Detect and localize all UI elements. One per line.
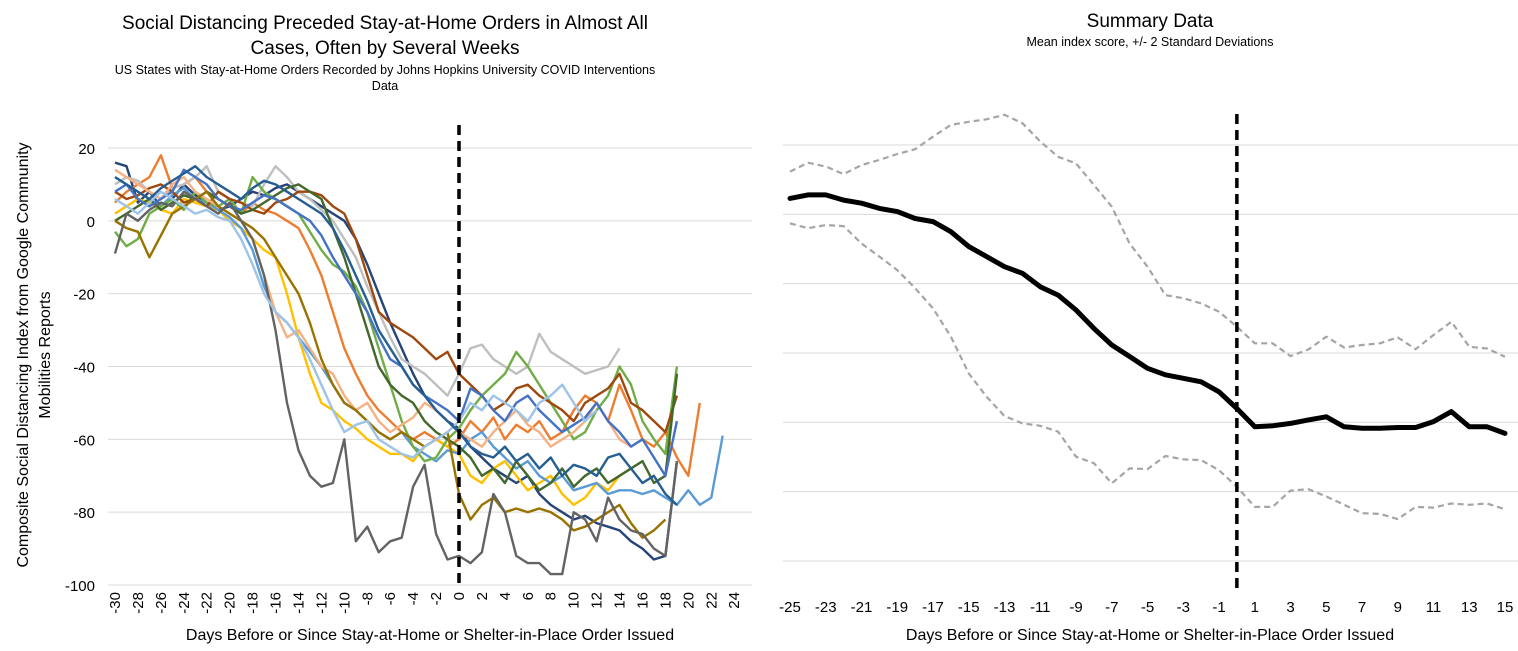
- upper-2sd-series-line: [789, 113, 1506, 358]
- left-y-tick-label: 0: [87, 214, 95, 231]
- right-x-tick-label: -3: [1177, 599, 1190, 616]
- right-x-tick-label: -7: [1105, 599, 1118, 616]
- left-x-tick-label: -30: [107, 592, 124, 614]
- left-x-tick-label: -10: [336, 592, 353, 614]
- right-x-tick-label: -15: [958, 599, 980, 616]
- left-x-tick-label: 24: [726, 592, 743, 609]
- right-x-tick-label: -23: [815, 599, 837, 616]
- left-x-tick-label: -14: [290, 592, 307, 614]
- left-x-tick-label: -8: [359, 592, 376, 605]
- left-chart: Social Distancing Preceded Stay-at-Home …: [15, 13, 752, 644]
- left-x-tick-label: 18: [657, 592, 674, 609]
- left-x-tick-label: -18: [245, 592, 262, 614]
- left-x-tick-label: -28: [130, 592, 147, 614]
- left-x-tick-label: -22: [199, 592, 216, 614]
- state-series-line-10: [114, 168, 679, 477]
- left-y-tick-label: 20: [78, 141, 95, 158]
- left-x-tick-label: 10: [566, 592, 583, 609]
- right-x-tick-label: 11: [1426, 599, 1442, 616]
- left-y-tick-label: -100: [65, 578, 95, 595]
- right-chart-title: Summary Data: [1087, 11, 1214, 32]
- state-series-line-6: [114, 175, 679, 463]
- left-chart-subtitle: US States with Stay-at-Home Orders Recor…: [115, 63, 656, 77]
- left-y-axis-label: Composite Social Distancing Index from G…: [15, 142, 32, 567]
- right-x-tick-label: 5: [1322, 599, 1330, 616]
- left-x-tick-label: 22: [703, 592, 720, 609]
- right-x-tick-label: 1: [1251, 599, 1259, 616]
- left-x-axis-label: Days Before or Since Stay-at-Home or She…: [186, 627, 674, 644]
- right-x-tick-label: 7: [1358, 599, 1366, 616]
- left-chart-title-line2: Cases, Often by Several Weeks: [251, 38, 520, 59]
- state-series-line-3: [114, 164, 621, 397]
- state-series-line-11: [114, 190, 667, 539]
- left-x-tick-label: -24: [176, 592, 193, 614]
- right-x-tick-label: 13: [1461, 599, 1478, 616]
- right-x-tick-label: 15: [1497, 599, 1514, 616]
- right-x-tick-label: 9: [1394, 599, 1402, 616]
- left-x-tick-label: -6: [382, 592, 399, 605]
- left-y-tick-label: -40: [73, 360, 95, 377]
- left-x-tick-label: 20: [680, 592, 697, 609]
- left-x-tick-label: -26: [153, 592, 170, 614]
- left-x-tick-label: 6: [520, 592, 537, 600]
- left-x-tick-label: -4: [405, 592, 422, 605]
- left-x-tick-label: 2: [474, 592, 491, 600]
- left-y-tick-label: -60: [73, 432, 95, 449]
- left-y-axis-label-line2: Mobilities Reports: [37, 291, 54, 418]
- right-x-tick-label: -13: [994, 599, 1016, 616]
- right-x-tick-label: -11: [1030, 599, 1051, 616]
- left-x-tick-label: -2: [428, 592, 445, 605]
- left-chart-subtitle-line2: Data: [372, 79, 398, 93]
- right-x-axis-label: Days Before or Since Stay-at-Home or She…: [906, 627, 1394, 644]
- right-x-tick-label: -9: [1069, 599, 1082, 616]
- state-series-line-14: [114, 164, 678, 506]
- lower-2sd-series-line: [789, 222, 1506, 521]
- left-x-tick-label: 0: [451, 592, 468, 600]
- state-series-line-8: [114, 168, 644, 448]
- left-x-tick-label: -16: [268, 592, 285, 614]
- mean-series-line: [787, 192, 1508, 436]
- right-x-tick-label: 3: [1286, 599, 1294, 616]
- state-series-line-1: [114, 161, 679, 561]
- left-y-tick-label: -20: [73, 287, 95, 304]
- state-series-line-12: [113, 190, 679, 576]
- right-x-tick-label: -17: [922, 599, 944, 616]
- right-x-tick-label: -1: [1212, 599, 1225, 616]
- left-y-tick-label: -80: [73, 505, 95, 522]
- left-x-tick-label: 12: [589, 592, 606, 609]
- right-x-tick-label: -19: [886, 599, 908, 616]
- state-series-line-13: [114, 190, 598, 459]
- right-x-tick-label: -5: [1141, 599, 1154, 616]
- left-chart-title: Social Distancing Preceded Stay-at-Home …: [122, 13, 648, 34]
- left-x-tick-label: 4: [497, 592, 514, 600]
- right-chart: Summary Data Mean index score, +/- 2 Sta…: [779, 11, 1518, 644]
- state-series-line-5: [114, 176, 724, 507]
- left-x-tick-label: -20: [222, 592, 239, 614]
- right-x-tick-label: -25: [779, 599, 801, 616]
- right-x-tick-label: -21: [851, 599, 873, 616]
- left-x-tick-label: 16: [634, 592, 651, 609]
- state-series-line-7: [114, 183, 679, 434]
- left-x-tick-label: -12: [313, 592, 330, 614]
- left-x-tick-label: 8: [543, 592, 560, 600]
- right-chart-subtitle: Mean index score, +/- 2 Standard Deviati…: [1026, 35, 1273, 49]
- left-x-tick-label: 14: [612, 592, 629, 609]
